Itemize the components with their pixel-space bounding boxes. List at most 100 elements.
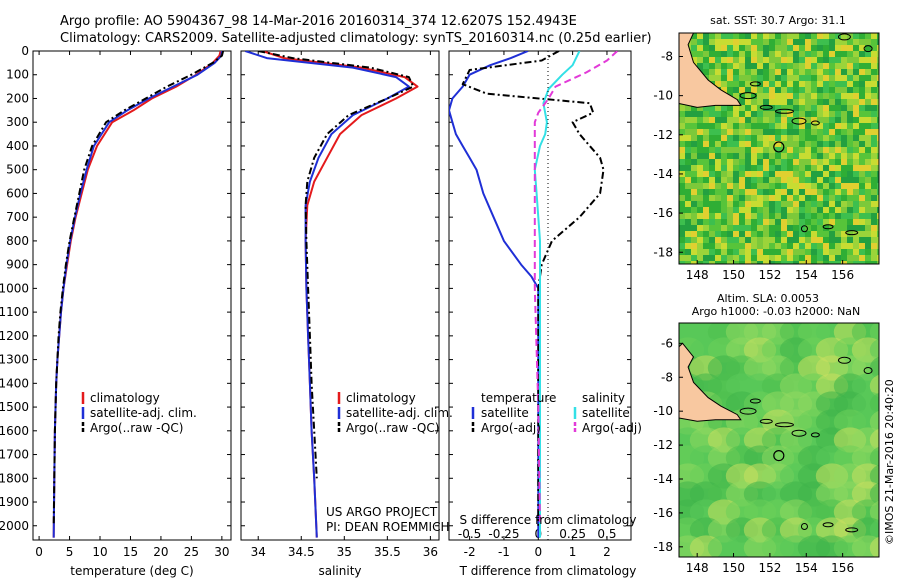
- map-cell: [787, 135, 793, 141]
- map-cell: [691, 255, 697, 261]
- map-cell: [805, 207, 811, 213]
- map-cell: [751, 117, 757, 123]
- map-cell: [727, 201, 733, 207]
- map-cell: [709, 135, 715, 141]
- map-cell: [703, 111, 709, 117]
- map-cell: [817, 165, 823, 171]
- map-lat-tick: -14: [653, 167, 673, 181]
- map-cell: [853, 171, 859, 177]
- map-cell: [799, 111, 805, 117]
- map-cell: [769, 165, 775, 171]
- island-outline: [863, 366, 873, 374]
- s-tick-label: -0.25: [488, 527, 519, 541]
- map-cell: [847, 219, 853, 225]
- map-cell: [829, 105, 835, 111]
- map-cell: [763, 105, 769, 111]
- map-cell: [769, 255, 775, 261]
- map-cell: [715, 117, 721, 123]
- map-cell: [763, 249, 769, 255]
- map-cell: [811, 129, 817, 135]
- map-cell: [841, 135, 847, 141]
- map-cell: [709, 213, 715, 219]
- map-cell: [787, 249, 793, 255]
- map-cell: [685, 141, 691, 147]
- map-cell: [757, 183, 763, 189]
- map-cell: [871, 261, 877, 264]
- salinity-series: [244, 51, 419, 538]
- map-cell: [811, 51, 817, 57]
- map-cell: [721, 213, 727, 219]
- map-cell: [793, 219, 799, 225]
- map-cell: [703, 117, 709, 123]
- map-cell: [781, 165, 787, 171]
- map-cell: [691, 207, 697, 213]
- map-cell: [853, 105, 859, 111]
- map-cell: [799, 237, 805, 243]
- map-cell: [679, 237, 685, 243]
- map-cell: [817, 243, 823, 249]
- map-cell: [811, 243, 817, 249]
- map-cell: [847, 99, 853, 105]
- map-cell: [841, 81, 847, 87]
- map-cell: [775, 177, 781, 183]
- map-cell: [781, 63, 787, 69]
- map-cell: [769, 237, 775, 243]
- map-cell: [697, 123, 703, 129]
- map-cell: [811, 249, 817, 255]
- map-cell: [745, 255, 751, 261]
- map-cell: [841, 153, 847, 159]
- map-cell: [703, 213, 709, 219]
- sla-map-frame: [678, 322, 880, 558]
- temperature-panel-frame: [32, 50, 232, 541]
- map-cell: [709, 117, 715, 123]
- map-cell: [847, 93, 853, 99]
- series-line-2-3: [533, 51, 618, 526]
- map-cell: [865, 123, 871, 129]
- map-cell: [739, 219, 745, 225]
- map-cell: [745, 63, 751, 69]
- map-cell: [787, 261, 793, 264]
- map-cell: [835, 51, 841, 57]
- map-cell: [769, 45, 775, 51]
- map-cell: [751, 81, 757, 87]
- map-cell: [769, 159, 775, 165]
- map-cell: [715, 207, 721, 213]
- map-cell: [865, 117, 871, 123]
- map-cell: [841, 69, 847, 75]
- map-cell: [871, 189, 877, 195]
- map-cell: [841, 195, 847, 201]
- map-cell: [811, 171, 817, 177]
- map-cell: [799, 249, 805, 255]
- map-cell: [841, 87, 847, 93]
- map-cell: [781, 261, 787, 264]
- map-cell: [733, 237, 739, 243]
- sla-map-subtitle: Argo h1000: -0.03 h2000: NaN: [692, 305, 861, 318]
- series-line-0-1: [52, 51, 223, 538]
- map-cell: [757, 153, 763, 159]
- map-cell: [691, 171, 697, 177]
- map-cell: [679, 183, 685, 189]
- map-cell: [787, 183, 793, 189]
- map-cell: [709, 183, 715, 189]
- map-cell: [679, 165, 685, 171]
- map-cell: [751, 261, 757, 264]
- map-cell: [793, 51, 799, 57]
- map-cell: [841, 147, 847, 153]
- map-cell: [817, 129, 823, 135]
- map-cell: [823, 45, 829, 51]
- map-cell: [745, 171, 751, 177]
- map-cell: [823, 159, 829, 165]
- map-lon-tick: 148: [686, 561, 709, 575]
- map-cell: [745, 225, 751, 231]
- map-cell: [877, 81, 879, 87]
- map-cell: [877, 207, 879, 213]
- map-cell: [769, 261, 775, 264]
- map-cell: [757, 243, 763, 249]
- map-cell: [745, 177, 751, 183]
- map-cell: [859, 105, 865, 111]
- map-cell: [709, 255, 715, 261]
- map-cell: [859, 135, 865, 141]
- map-cell: [853, 261, 859, 264]
- map-cell: [709, 33, 715, 39]
- map-cell: [865, 75, 871, 81]
